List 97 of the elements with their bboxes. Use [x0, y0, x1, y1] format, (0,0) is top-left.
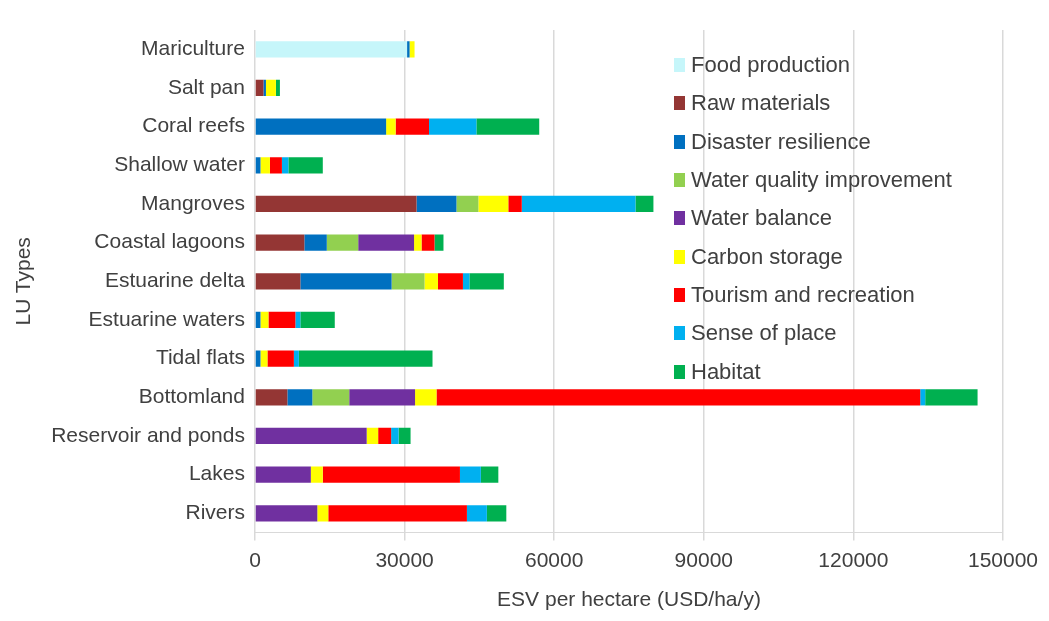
bar — [476, 118, 540, 135]
y-tick-label: Salt pan — [167, 74, 245, 98]
bar — [328, 505, 467, 522]
bar — [255, 273, 301, 290]
bar — [378, 427, 392, 445]
bar — [269, 157, 282, 174]
bar — [304, 234, 327, 251]
bar — [521, 195, 636, 213]
bar — [925, 389, 978, 406]
bar — [459, 466, 481, 483]
bar — [260, 350, 268, 367]
y-tick-label: Reservoir and ponds — [51, 422, 245, 446]
bar — [421, 234, 435, 251]
bar — [322, 466, 460, 483]
x-tick-label: 90000 — [674, 548, 733, 571]
bar — [312, 389, 350, 406]
legend-label: Habitat — [691, 358, 761, 385]
bar — [366, 427, 379, 445]
x-tick-label: 0 — [249, 548, 261, 571]
bar — [398, 427, 411, 445]
bar — [268, 311, 296, 329]
bar — [260, 311, 269, 329]
y-tick-label: Coastal lagoons — [94, 229, 245, 253]
y-tick-label: Rivers — [185, 500, 245, 524]
bar — [295, 311, 301, 329]
bar — [317, 505, 329, 522]
bar — [436, 389, 921, 406]
bar — [265, 79, 276, 97]
y-tick-label: Mangroves — [141, 190, 245, 214]
x-tick-label: 60000 — [524, 548, 584, 571]
bar — [310, 466, 323, 483]
bar — [281, 157, 289, 174]
bar — [288, 157, 323, 174]
bar — [480, 466, 499, 483]
legend-label: Sense of place — [691, 320, 837, 347]
legend-label: Disaster resilience — [691, 128, 871, 155]
bar — [260, 157, 270, 174]
bar — [395, 118, 430, 135]
bar — [466, 505, 487, 522]
bar — [255, 505, 318, 522]
y-axis-title: LU Types — [11, 237, 35, 326]
bar — [255, 427, 367, 445]
legend-label: Water quality improvement — [691, 167, 952, 194]
bar — [255, 195, 417, 213]
bar — [300, 311, 335, 329]
bar — [415, 389, 437, 406]
y-tick-label: Coral reefs — [142, 113, 245, 137]
bar — [920, 389, 926, 406]
bar — [300, 273, 392, 290]
bar — [456, 195, 479, 213]
bar — [478, 195, 509, 213]
x-tick-label: 30000 — [375, 548, 434, 571]
bar — [263, 79, 266, 97]
bar — [386, 118, 396, 135]
bar — [424, 273, 438, 290]
x-tick-label: 120000 — [818, 548, 889, 571]
bar — [635, 195, 654, 213]
y-tick-label: Estuarine delta — [104, 268, 246, 292]
bar — [414, 234, 422, 251]
bar — [267, 350, 294, 367]
bar — [298, 350, 433, 367]
legend-label: Food production — [691, 52, 850, 79]
y-tick-label: Bottomland — [138, 384, 245, 408]
bar — [255, 79, 264, 97]
bar — [358, 234, 415, 251]
bar — [416, 195, 457, 213]
bar — [255, 466, 311, 483]
bar — [255, 234, 305, 251]
legend-label: Carbon storage — [691, 243, 843, 270]
y-tick-label: Lakes — [188, 461, 245, 485]
legend-label: Tourism and recreation — [691, 281, 915, 308]
bar — [293, 350, 299, 367]
bar — [407, 41, 410, 58]
bar — [255, 389, 288, 406]
bar — [326, 234, 359, 251]
bar — [409, 41, 415, 58]
x-tick-label: 150000 — [967, 548, 1039, 571]
y-tick-label: Shallow water — [114, 152, 245, 176]
bar — [255, 118, 387, 135]
legend-label: Raw materials — [691, 90, 831, 117]
bar — [287, 389, 313, 406]
bar — [391, 427, 399, 445]
bar — [255, 41, 408, 58]
bar — [391, 273, 425, 290]
y-tick-label: Estuarine waters — [88, 306, 245, 330]
y-tick-label: Tidal flats — [155, 345, 245, 369]
bar — [437, 273, 463, 290]
bar — [508, 195, 522, 213]
x-axis-title: ESV per hectare (USD/ha/y) — [497, 587, 761, 611]
bar — [462, 273, 470, 290]
bar — [469, 273, 504, 290]
bar — [429, 118, 477, 135]
y-tick-label: Mariculture — [141, 36, 245, 60]
bar — [275, 79, 280, 97]
legend-label: Water balance — [691, 205, 833, 232]
bar — [349, 389, 416, 406]
bar — [486, 505, 507, 522]
